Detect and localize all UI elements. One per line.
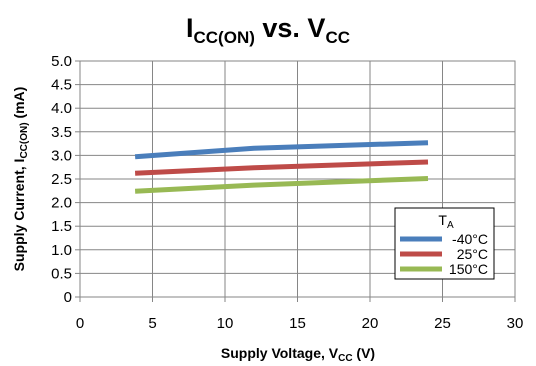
y-tick-label: 3.0: [51, 147, 72, 164]
y-tick-label: 3.5: [51, 124, 72, 141]
chart-title: ICC(ON) vs. VCC: [186, 13, 350, 47]
x-tick-label: 15: [289, 315, 306, 332]
y-tick-labels: 0 0.5 1.0 1.5 2.0 2.5 3.0 3.5 4.0 4.5 5.0: [51, 53, 72, 306]
x-tick-label: 0: [76, 315, 84, 332]
series-lines: [134, 140, 429, 194]
x-tick-labels: 0 5 10 15 20 25 30: [76, 315, 524, 332]
x-tick-label: 20: [362, 315, 379, 332]
y-tick-label: 4.0: [51, 100, 72, 117]
y-tick-label: 1.5: [51, 218, 72, 235]
y-tick-label: 2.5: [51, 171, 72, 188]
y-tick-label: 0: [64, 289, 72, 306]
legend-label-1: 25°C: [457, 246, 488, 262]
x-tick-label: 30: [507, 315, 524, 332]
title-sub-cc: CC: [325, 28, 350, 47]
legend-label-0: -40°C: [452, 231, 488, 247]
x-tick-label: 5: [148, 315, 156, 332]
y-tick-label: 0.5: [51, 265, 72, 282]
series-line-0: [134, 140, 429, 160]
title-sub-cc-on: CC(ON): [194, 28, 255, 47]
y-tick-label: 4.5: [51, 77, 72, 94]
series-line-1: [134, 159, 429, 176]
y-tick-label: 1.0: [51, 242, 72, 259]
legend-title: TA: [438, 212, 454, 231]
x-axis-label: Supply Voltage, VCC (V): [221, 345, 375, 364]
legend-label-2: 150°C: [449, 261, 488, 277]
x-tick-label: 25: [434, 315, 451, 332]
plot-border: [79, 60, 516, 298]
x-tick-label: 10: [217, 315, 234, 332]
y-axis-label: Supply Current, ICC(ON) (mA): [11, 87, 30, 272]
series-line-2: [134, 176, 429, 194]
title-i: I: [186, 13, 194, 43]
y-tick-label: 5.0: [51, 53, 72, 70]
y-tick-label: 2.0: [51, 195, 72, 212]
title-vs: vs. V: [255, 13, 326, 43]
